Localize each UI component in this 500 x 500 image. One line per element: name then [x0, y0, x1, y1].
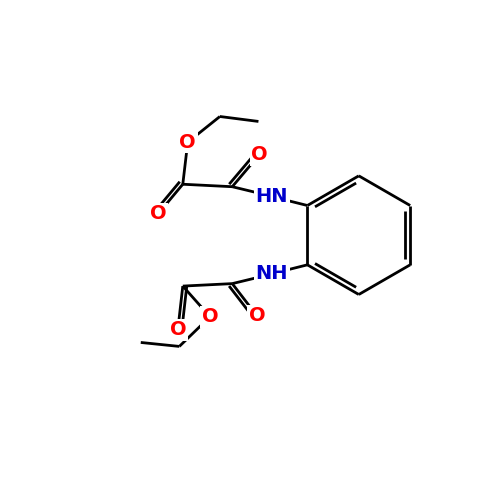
Text: O: O: [180, 132, 196, 152]
Text: O: O: [150, 204, 166, 224]
Text: O: O: [248, 306, 266, 326]
Text: NH: NH: [256, 264, 288, 283]
Text: O: O: [202, 307, 218, 326]
Text: O: O: [170, 320, 186, 339]
Text: O: O: [251, 145, 268, 164]
Text: HN: HN: [256, 187, 288, 206]
